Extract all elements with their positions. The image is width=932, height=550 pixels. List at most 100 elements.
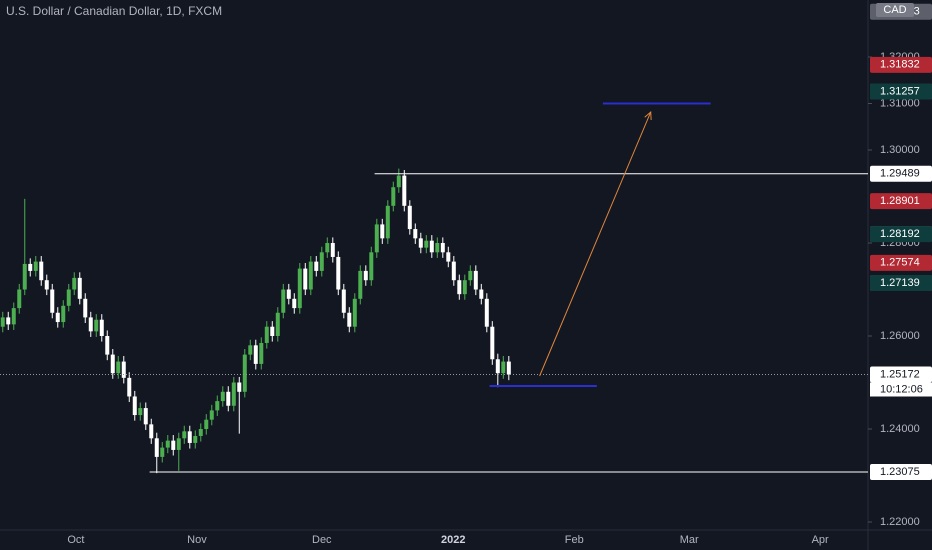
candle-body (435, 243, 440, 253)
candle-body (105, 336, 110, 355)
y-tick-label: 1.24000 (880, 423, 920, 435)
price-badge-label: 1.31257 (880, 85, 920, 97)
arrow-head (644, 110, 652, 121)
current-price-badge-label: 1.25172 (880, 368, 920, 380)
countdown: 10:12:06 (880, 383, 923, 395)
candle-body (55, 312, 60, 323)
candle-body (363, 270, 368, 281)
candle-body (259, 342, 264, 364)
candle-body (187, 431, 192, 443)
candle-body (286, 289, 291, 299)
candle-body (275, 312, 280, 337)
candle-body (424, 240, 429, 248)
price-badge (870, 226, 932, 243)
price-badge-label: 1.28192 (880, 228, 920, 240)
candle-body (292, 298, 297, 309)
y-tick-label: 1.26000 (880, 330, 920, 342)
chart-title: U.S. Dollar / Canadian Dollar, 1D, FXCM (6, 4, 222, 18)
candle-body (341, 289, 346, 313)
candle-body (319, 252, 324, 271)
candle-body (83, 298, 88, 318)
candle-body (160, 447, 165, 457)
candle-body (248, 345, 253, 355)
x-tick-label: Apr (812, 534, 829, 546)
candle-body (209, 410, 214, 420)
candle-body (407, 205, 412, 230)
price-badge-label: 1.31832 (880, 59, 920, 71)
candle-body (39, 261, 44, 281)
candle-body (297, 268, 302, 309)
candle-body (253, 345, 258, 364)
line-badge-label: 1.23075 (880, 466, 920, 478)
candle-body (66, 289, 71, 306)
y-tick-label: 1.22000 (880, 516, 920, 528)
candle-body (88, 317, 93, 332)
candle-body (336, 256, 341, 290)
candle-body (61, 305, 66, 323)
candle-body (220, 391, 225, 402)
price-badge-label: 1.28901 (880, 195, 920, 207)
candle-body (451, 261, 456, 281)
candle-body (473, 270, 478, 290)
candle-body (204, 419, 209, 430)
candle-body (314, 261, 319, 271)
candle-body (215, 401, 220, 411)
candle-body (418, 238, 423, 248)
candle-body (17, 289, 22, 309)
candle-body (242, 354, 247, 392)
candle-body (462, 280, 467, 295)
countdown-box (870, 382, 932, 397)
candle-body (6, 317, 11, 325)
candle-body (506, 361, 511, 375)
candle-body (374, 224, 379, 253)
candle-body (149, 424, 154, 439)
candle-body (72, 277, 77, 290)
candle-body (413, 229, 418, 239)
candle-body (99, 319, 104, 337)
candle-body (385, 205, 390, 239)
candle-body (429, 240, 434, 253)
candle-body (270, 326, 275, 337)
candle-body (484, 298, 489, 327)
candle-body (396, 175, 401, 188)
x-tick-label: Nov (187, 534, 207, 546)
candle-body (468, 270, 473, 281)
candle-body (198, 429, 203, 436)
candle-body (28, 263, 33, 271)
candle-body (308, 261, 313, 290)
candle-body (226, 391, 231, 406)
candle-body (138, 408, 143, 416)
candle-body (358, 270, 363, 299)
price-badge (870, 193, 932, 210)
candle-body (380, 224, 385, 239)
candle-body (154, 438, 159, 457)
candle-body (490, 326, 495, 360)
x-tick-label: 2022 (441, 534, 465, 546)
candle-body (231, 382, 236, 406)
candle-body (325, 243, 330, 253)
price-badge-label: 1.27574 (880, 257, 920, 269)
candle-body (402, 175, 407, 206)
candle-body (479, 289, 484, 299)
candle-body (440, 243, 445, 253)
line-badge-label: 1.29489 (880, 168, 920, 180)
candle-body (264, 326, 269, 343)
candle-body (281, 289, 286, 313)
candle-body (132, 396, 137, 416)
y-tick-label: 1.30000 (880, 144, 920, 156)
candle-body (127, 377, 132, 397)
candle-body (391, 187, 396, 206)
x-tick-label: Oct (67, 534, 84, 546)
candle-body (176, 438, 181, 450)
candle-body (495, 359, 500, 374)
candle-body (143, 408, 148, 425)
candle-body (457, 280, 462, 295)
candle-body (11, 308, 16, 325)
candle-body (171, 440, 176, 450)
candle-body (0, 317, 5, 327)
candle-body (94, 319, 99, 332)
y-tick-label: 1.31000 (880, 97, 920, 109)
